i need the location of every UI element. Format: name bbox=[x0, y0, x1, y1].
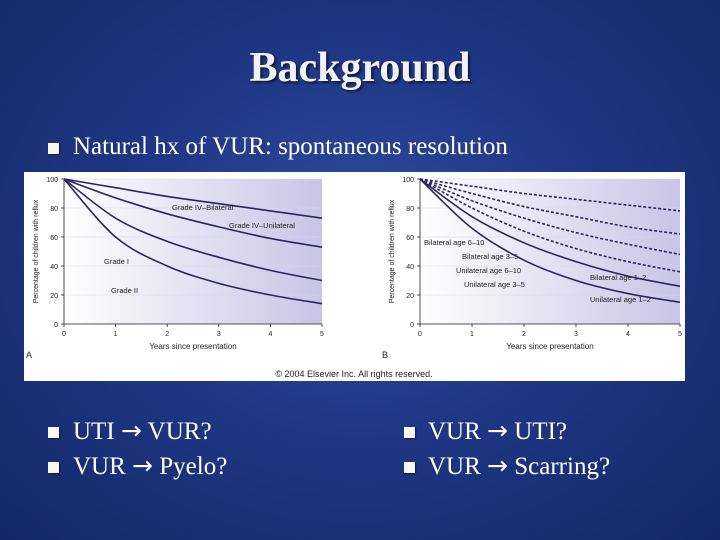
y-tick-label: 100 bbox=[46, 177, 58, 184]
y-tick-label: 80 bbox=[50, 206, 58, 213]
bullet-uti-vur: UTI → VUR? bbox=[73, 416, 212, 446]
x-tick-label: 1 bbox=[470, 331, 474, 338]
bullet-vur-scarring: VUR → Scarring? bbox=[428, 451, 610, 481]
x-tick-label: 4 bbox=[626, 331, 630, 338]
x-tick-label: 0 bbox=[62, 331, 66, 338]
bullet-natural-history: Natural hx of VUR: spontaneous resolutio… bbox=[73, 133, 508, 160]
panel-a-letter: A bbox=[26, 350, 32, 360]
x-tick-label: 5 bbox=[320, 331, 324, 338]
y-tick-label: 40 bbox=[50, 264, 58, 271]
y-tick-label: 20 bbox=[50, 293, 58, 300]
series-label: Unilateral age 3–5 bbox=[464, 280, 525, 289]
y-tick-label: 60 bbox=[406, 235, 414, 242]
y-axis-label: Percentage of children with reflux bbox=[389, 199, 396, 303]
bullet-text-from: VUR bbox=[428, 453, 481, 480]
series-label: Bilateral age 3–5 bbox=[462, 252, 518, 261]
series-label: Unilateral age 1–2 bbox=[590, 295, 651, 304]
slide-title: Background bbox=[249, 45, 471, 91]
bullet-marker bbox=[404, 462, 415, 473]
x-tick-label: 1 bbox=[114, 331, 118, 338]
series-label: Grade I bbox=[104, 257, 129, 266]
series-label: Grade IV–Bilateral bbox=[172, 203, 234, 212]
plot-area bbox=[64, 179, 322, 324]
series-line bbox=[63, 178, 323, 305]
series-line bbox=[63, 178, 323, 219]
x-tick-label: 5 bbox=[678, 331, 682, 338]
y-tick-label: 0 bbox=[54, 322, 58, 329]
series-label: Grade IV–Unilateral bbox=[229, 221, 295, 230]
x-tick-label: 2 bbox=[165, 331, 169, 338]
series-label: Bilateral age 6–10 bbox=[424, 238, 484, 247]
resolution-figure: 0 20 40 60 80 100 0 1 2 3 4 5 Years since presentati… bbox=[24, 172, 685, 381]
y-tick-label: 80 bbox=[406, 206, 414, 213]
arrow-icon: → bbox=[120, 416, 142, 445]
chart-panel-a: 0 20 40 60 80 100 0 1 2 3 4 5 Years since presentati… bbox=[33, 177, 324, 351]
series-line bbox=[419, 178, 681, 288]
bullet-marker bbox=[48, 143, 59, 154]
copyright-text: © 2004 Elsevier Inc. All rights reserved… bbox=[275, 369, 432, 379]
x-axis-label: Years since presentation bbox=[506, 342, 593, 351]
series-line bbox=[63, 178, 323, 248]
arrow-icon: → bbox=[487, 451, 508, 480]
bullet-vur-pyelo: VUR → Pyelo? bbox=[73, 451, 227, 481]
arrow-icon: → bbox=[487, 416, 508, 445]
x-tick-label: 3 bbox=[574, 331, 578, 338]
y-tick-label: 40 bbox=[406, 264, 414, 271]
series-line bbox=[419, 178, 681, 212]
bullet-text-to: UTI? bbox=[514, 418, 567, 445]
arrow-icon: → bbox=[132, 451, 153, 480]
bullet-text-to: VUR? bbox=[147, 418, 212, 445]
series-line bbox=[419, 178, 681, 256]
series-label: Grade II bbox=[111, 286, 138, 295]
bullet-text-from: VUR bbox=[73, 453, 126, 480]
series-label: Unilateral age 6–10 bbox=[456, 266, 521, 275]
bullet-marker bbox=[48, 427, 59, 438]
series-line bbox=[419, 178, 681, 304]
bullet-text-from: UTI bbox=[73, 418, 115, 445]
x-axis-label: Years since presentation bbox=[149, 342, 236, 351]
y-tick-label: 20 bbox=[406, 293, 414, 300]
bullet-text-to: Scarring? bbox=[514, 453, 611, 480]
chart-panel-b: 0 20 40 60 80 100 0 1 2 3 4 5 Years since presentati… bbox=[389, 177, 682, 351]
x-tick-label: 0 bbox=[418, 331, 422, 338]
bullet-vur-uti: VUR → UTI? bbox=[428, 416, 567, 446]
panel-b-letter: B bbox=[382, 350, 388, 360]
plot-area bbox=[420, 179, 680, 324]
x-tick-label: 3 bbox=[217, 331, 221, 338]
y-axis-label: Percentage of children with reflux bbox=[33, 199, 40, 303]
bullet-text-to: Pyelo? bbox=[159, 453, 228, 480]
y-tick-label: 0 bbox=[410, 322, 414, 329]
bullet-marker bbox=[404, 427, 415, 438]
x-tick-label: 2 bbox=[522, 331, 526, 338]
bullet-marker bbox=[48, 462, 59, 473]
series-label: Bilateral age 1–2 bbox=[590, 273, 646, 282]
y-tick-label: 100 bbox=[402, 177, 414, 184]
series-line bbox=[63, 178, 323, 282]
x-tick-label: 4 bbox=[268, 331, 272, 338]
y-tick-label: 60 bbox=[50, 235, 58, 242]
bullet-text-from: VUR bbox=[428, 418, 481, 445]
